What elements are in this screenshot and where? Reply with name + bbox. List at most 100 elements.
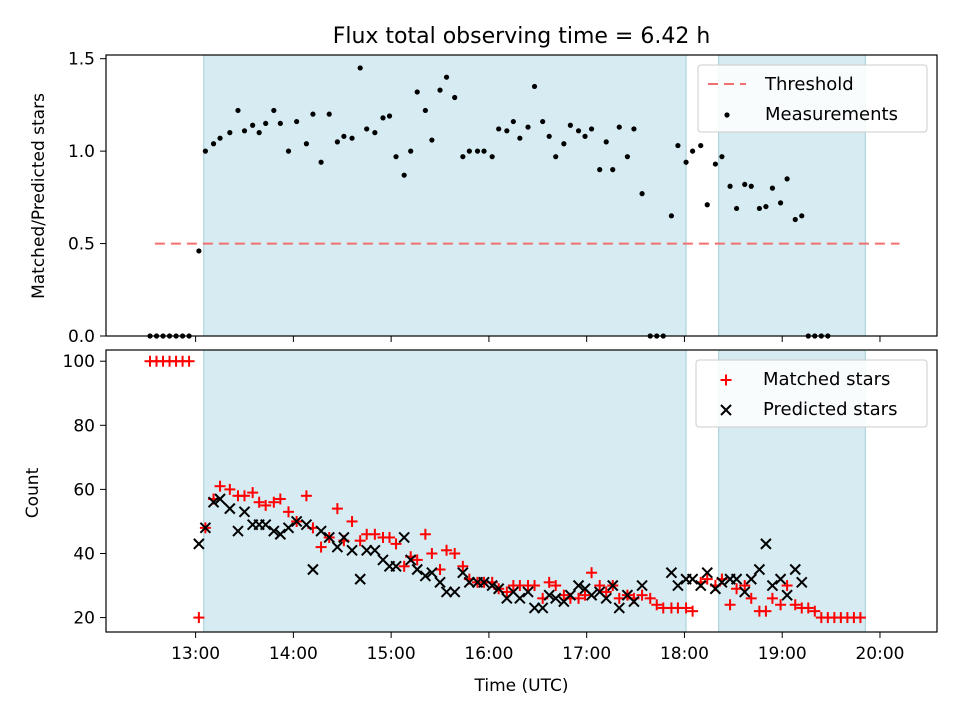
predicted-star-point (300, 518, 313, 531)
measurement-point (235, 107, 241, 114)
measurement-point (401, 172, 407, 178)
measurement-point (452, 94, 458, 101)
measurement-point (531, 83, 538, 90)
predicted-star-point (745, 573, 757, 585)
top-legend-box (697, 64, 928, 133)
measurement-point (784, 176, 790, 182)
bottom-panel: 20 40 60 80 100 13:00 14:00 15:00 16:00 17:00 18:… (23, 349, 938, 696)
predicted-star-point (448, 586, 461, 598)
bottom-observing-windows (203, 349, 866, 633)
predicted-star-point (463, 576, 476, 589)
measurement-point (683, 159, 689, 165)
measurement-point (380, 115, 386, 121)
predicted-star-point (307, 563, 319, 576)
measurement-point (481, 148, 487, 154)
predicted-star-point (426, 567, 438, 579)
legend-measurements-swatch (724, 112, 730, 118)
predicted-star-point (369, 544, 381, 556)
measurement-point (437, 87, 443, 93)
measurement-point (414, 89, 420, 95)
measurement-point (196, 248, 202, 254)
legend-predicted-marker (720, 404, 732, 416)
y-tick-label: 0.0 (68, 327, 95, 347)
predicted-star-point (290, 515, 303, 528)
top-legend: Threshold Measurements (697, 64, 928, 133)
y-tick-label: 60 (73, 480, 95, 500)
predicted-star-point (315, 525, 327, 537)
measurement-point (256, 130, 262, 136)
bottom-x-axis-label: Time (UTC) (474, 676, 569, 696)
predicted-star-point (259, 518, 272, 531)
predicted-star-point (486, 579, 498, 592)
x-tick-label: 15:00 (367, 644, 416, 664)
predicted-star-point (214, 493, 226, 505)
predicted-star-point (419, 570, 432, 582)
measurement-point (769, 185, 776, 191)
measurement-point (489, 154, 495, 160)
measurement-point (567, 122, 573, 128)
measurement-point (727, 183, 733, 189)
predicted-star-point (360, 544, 373, 556)
measurement-point (341, 133, 347, 139)
predicted-star-point (274, 528, 287, 540)
measurement-point (393, 154, 399, 160)
x-tick-label: 14:00 (269, 644, 318, 664)
measurement-point (429, 137, 435, 143)
x-tick-label: 13:00 (171, 644, 220, 664)
legend-measurements-label: Measurements (765, 104, 898, 125)
legend-matched-swatch (720, 374, 732, 386)
measurement-point (386, 113, 393, 119)
predicted-star-point (390, 560, 402, 573)
predicted-star-point (686, 573, 699, 585)
predicted-star-point (207, 496, 220, 508)
measurement-point (561, 141, 567, 147)
measurement-point (733, 205, 740, 212)
measurement-point (326, 111, 332, 117)
measurement-point (712, 161, 719, 167)
predicted-star-point (760, 538, 772, 550)
legend-predicted-label: Predicted stars (763, 399, 897, 420)
measurement-point (496, 126, 502, 132)
predicted-star-point (766, 579, 779, 592)
predicted-star-point (528, 602, 541, 614)
predicted-star-point (331, 541, 344, 553)
measurement-point (202, 148, 208, 154)
top-panel: 0.0 0.5 1.0 1.5 Matched/Predicted stars Thr… (29, 50, 938, 347)
measurement-point (719, 154, 725, 160)
predicted-star-point (701, 567, 713, 579)
predicted-star-point (514, 592, 526, 605)
predicted-star-point (457, 567, 469, 579)
predicted-star-point (716, 576, 728, 589)
observing-window (203, 349, 687, 633)
y-tick-label: 100 (63, 352, 95, 372)
measurement-point (575, 128, 582, 134)
measurement-point (799, 213, 805, 219)
predicted-star-point (796, 576, 808, 589)
measurement-point (748, 183, 754, 189)
predicted-star-point (199, 522, 212, 534)
measurement-point (310, 111, 316, 117)
predicted-star-point (193, 538, 205, 550)
top-axes-frame (105, 54, 938, 337)
predicted-star-point (282, 522, 295, 534)
y-tick-label: 20 (73, 609, 95, 629)
measurement-point (624, 154, 631, 160)
bottom-y-ticks: 20 40 60 80 100 (63, 352, 106, 629)
predicted-star-point (354, 573, 366, 585)
measurement-point (603, 139, 609, 145)
measurement-point (364, 126, 370, 132)
measurement-point (597, 167, 603, 173)
measurement-point (227, 130, 233, 136)
predicted-star-point (665, 567, 678, 579)
predicted-star-point (543, 589, 555, 601)
bottom-legend: Matched stars Predicted stars (695, 359, 928, 428)
measurement-point (466, 148, 472, 154)
predicted-star-point (695, 579, 707, 592)
measurement-point (294, 118, 300, 125)
y-tick-label: 1.5 (68, 50, 95, 70)
measurement-point (756, 205, 762, 212)
measurement-point (217, 135, 223, 141)
measurement-point (610, 167, 616, 173)
predicted-star-point (434, 576, 446, 589)
